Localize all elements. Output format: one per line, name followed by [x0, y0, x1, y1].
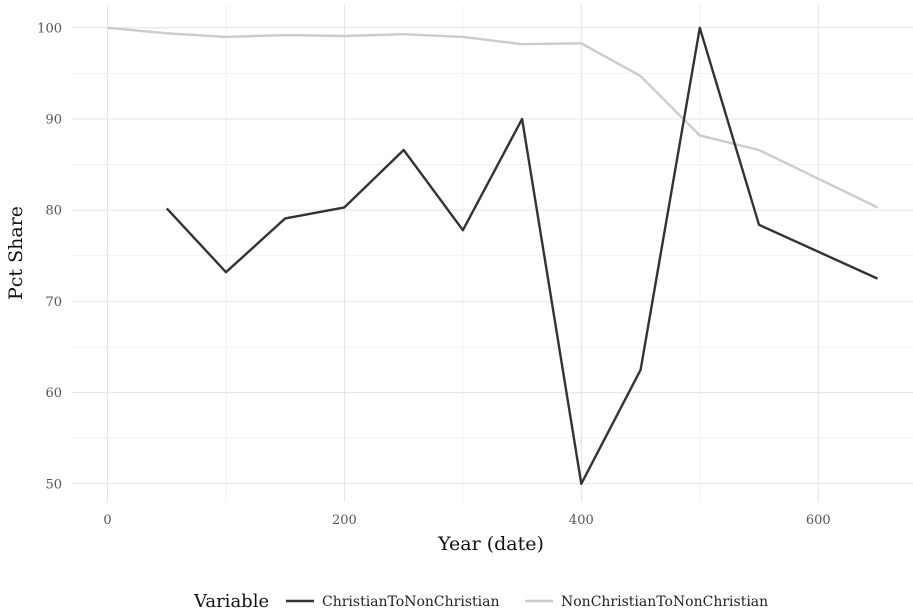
y-tick-label: 90 [45, 112, 62, 127]
series-lines [107, 26, 879, 485]
series-line-ChristianToNonChristian [165, 26, 878, 485]
x-tick-label: 200 [332, 513, 357, 528]
legend: Variable ChristianToNonChristian NonChrist… [193, 591, 768, 612]
y-axis-label: Pct Share [5, 206, 27, 300]
series-line-NonChristianToNonChristian [107, 26, 879, 209]
x-tick-labels: 0 200 400 600 [103, 513, 830, 528]
y-tick-label: 100 [37, 21, 62, 36]
x-tick-label: 400 [569, 513, 594, 528]
y-tick-label: 80 [45, 204, 62, 219]
legend-title: Variable [193, 591, 269, 612]
legend-label: NonChristianToNonChristian [561, 594, 768, 610]
legend-label: ChristianToNonChristian [322, 594, 499, 610]
x-tick-label: 600 [806, 513, 831, 528]
y-tick-label: 70 [45, 295, 62, 310]
x-axis-label: Year (date) [437, 533, 544, 555]
y-tick-label: 60 [45, 386, 62, 401]
y-tick-labels: 50 60 70 80 90 100 [37, 21, 62, 492]
x-tick-label: 0 [103, 513, 111, 528]
grid [72, 5, 913, 502]
y-tick-label: 50 [45, 477, 62, 492]
